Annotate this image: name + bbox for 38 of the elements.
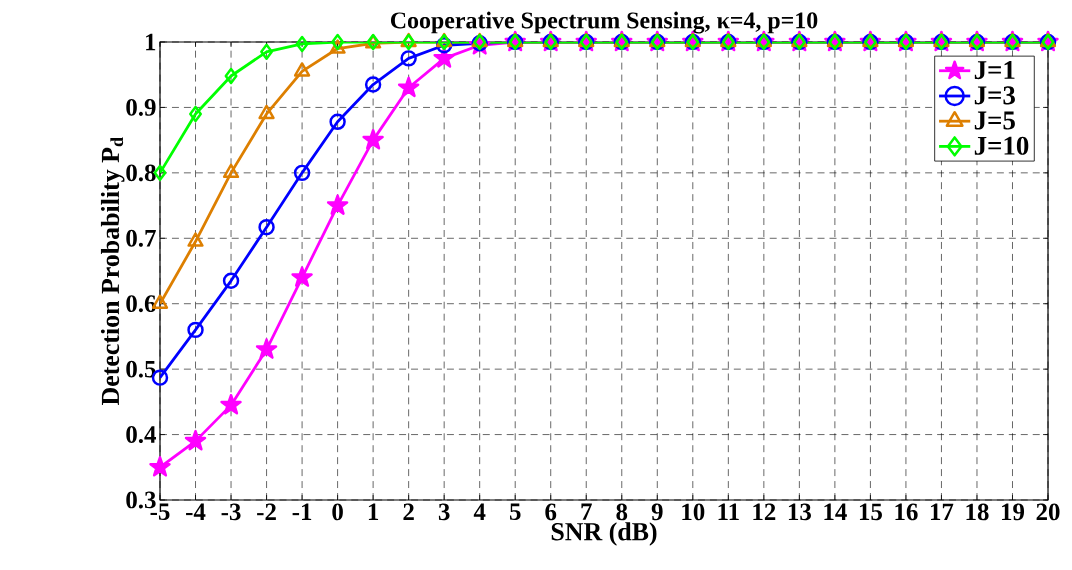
x-tick-label: 10 (682, 503, 705, 521)
x-tick-label: 4 (473, 503, 486, 520)
chart-title: Cooperative Spectrum Sensing, κ=4, p=10 (390, 11, 818, 34)
y-tick-label: 0.7 (126, 229, 156, 247)
x-tick-label: 17 (930, 503, 954, 520)
y-tick-label: 0.5 (126, 360, 156, 378)
x-tick-label: 20 (1036, 503, 1060, 521)
legend-label: J=10 (974, 136, 1029, 155)
x-tick-label: 3 (438, 503, 450, 521)
x-tick-label: 16 (895, 503, 918, 521)
x-tick-label: 5 (509, 503, 521, 521)
legend-label: J=1 (974, 61, 1015, 80)
x-tick-label: -2 (257, 503, 276, 521)
x-tick-label: 18 (966, 503, 989, 521)
x-tick-label: 8 (616, 503, 628, 521)
x-tick-label: 15 (859, 503, 882, 521)
y-axis-title: Detection Probability P$_{d}$ (100, 137, 125, 406)
x-tick-label: 14 (824, 503, 847, 520)
y-tick-label: 0.4 (126, 426, 157, 444)
legend-label: J=5 (974, 111, 1015, 130)
x-tick-label: -1 (292, 503, 312, 520)
y-tick-label: 1 (146, 33, 156, 51)
x-tick-label: 13 (788, 503, 811, 521)
x-tick-label: 19 (1002, 503, 1025, 521)
x-axis-title: SNR (dB) (551, 522, 657, 546)
legend-label: J=3 (974, 86, 1015, 105)
x-tick-label: 7 (581, 503, 592, 520)
x-tick-label: 9 (651, 503, 663, 521)
x-tick-label: 12 (753, 503, 776, 521)
x-tick-label: 11 (718, 503, 739, 520)
x-tick-label: 6 (545, 503, 557, 521)
y-tick-label: 0.8 (126, 164, 156, 182)
x-tick-label: -3 (221, 503, 241, 521)
x-tick-label: 1 (368, 503, 379, 520)
x-tick-label: 2 (403, 503, 414, 521)
x-tick-label: 0 (332, 503, 343, 521)
y-tick-label: 0.9 (126, 98, 156, 116)
x-tick-label: -4 (186, 503, 206, 520)
